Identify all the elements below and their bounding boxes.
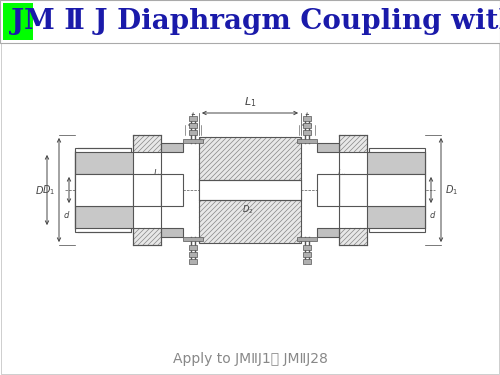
Bar	[297, 139, 317, 143]
Bar	[189, 245, 197, 250]
Bar	[317, 143, 339, 152]
Bar	[317, 174, 339, 206]
Bar	[75, 152, 133, 174]
Bar	[339, 228, 367, 245]
Bar	[369, 148, 425, 232]
Bar	[189, 252, 197, 257]
Text: Apply to JMⅡJ1～ JMⅡJ28: Apply to JMⅡJ1～ JMⅡJ28	[172, 352, 328, 366]
Text: $D_1$: $D_1$	[445, 183, 458, 197]
Bar	[0, 0, 500, 43]
Text: $L_{联}$: $L_{联}$	[337, 167, 347, 179]
Text: $d$: $d$	[64, 209, 70, 220]
Bar	[303, 123, 311, 128]
Bar	[0, 43, 500, 375]
Bar	[133, 135, 161, 152]
Bar	[367, 206, 425, 228]
Text: JM Ⅱ J Diaphragm Coupling with: JM Ⅱ J Diaphragm Coupling with	[11, 8, 500, 35]
Bar	[303, 130, 311, 135]
Bar	[189, 259, 197, 264]
Bar	[367, 152, 425, 174]
Text: $t$: $t$	[190, 110, 196, 122]
Text: $D_1$: $D_1$	[42, 183, 55, 197]
Text: $D_2$: $D_2$	[242, 204, 254, 216]
Bar	[3, 3, 33, 40]
Bar	[75, 174, 133, 206]
Bar	[199, 200, 301, 243]
Bar	[183, 237, 203, 241]
Bar	[189, 116, 197, 121]
Text: $D$: $D$	[35, 184, 44, 196]
Bar	[339, 135, 367, 152]
Bar	[75, 148, 131, 232]
Text: $L_{联}$: $L_{联}$	[153, 167, 163, 179]
Bar	[183, 139, 203, 143]
Bar	[133, 228, 161, 245]
Bar	[189, 130, 197, 135]
Text: $d$: $d$	[430, 209, 436, 220]
Bar	[133, 135, 161, 152]
Bar	[303, 116, 311, 121]
Bar	[339, 135, 367, 152]
Bar	[75, 206, 133, 228]
Bar	[199, 137, 301, 243]
Bar	[367, 174, 425, 206]
Bar	[133, 174, 161, 206]
Bar	[297, 237, 317, 241]
Bar	[199, 180, 301, 200]
Bar	[317, 228, 339, 237]
Bar	[303, 245, 311, 250]
Bar	[199, 137, 301, 180]
Bar	[303, 252, 311, 257]
Bar	[189, 123, 197, 128]
Bar	[161, 174, 183, 206]
Text: $L_1$: $L_1$	[244, 95, 256, 109]
Bar	[303, 259, 311, 264]
Bar	[339, 228, 367, 245]
Text: $t$: $t$	[304, 110, 310, 122]
Bar	[339, 174, 367, 206]
Bar	[133, 228, 161, 245]
Bar	[161, 228, 183, 237]
Bar	[161, 143, 183, 152]
